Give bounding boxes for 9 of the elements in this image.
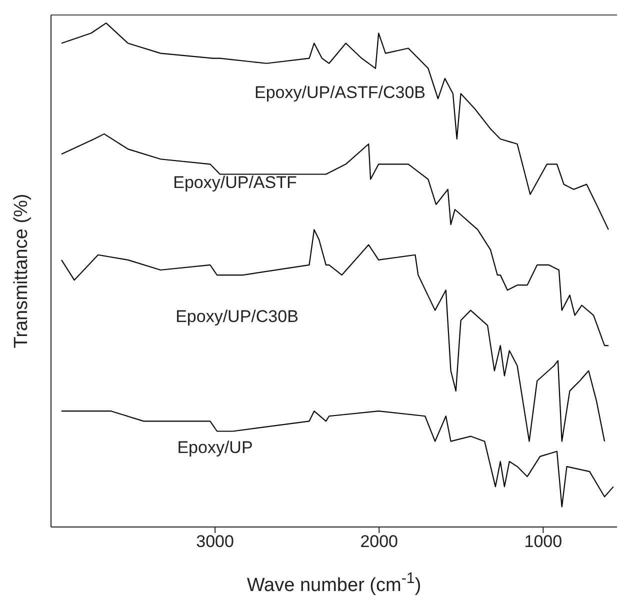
- x-tick-label: 2000: [360, 532, 398, 552]
- x-tick-label: 3000: [196, 532, 234, 552]
- series-label: Epoxy/UP/ASTF: [173, 173, 297, 193]
- series-label: Epoxy/UP/ASTF/C30B: [254, 83, 426, 103]
- x-tick-label: 1000: [524, 532, 562, 552]
- x-axis-title: Wave number (cm$^{-1}$): [246, 570, 422, 596]
- series-label: Epoxy/UP: [177, 438, 253, 458]
- text: Epoxy/UP/C30B: [176, 307, 298, 327]
- y-axis-title: Transmittance (%): [11, 194, 32, 348]
